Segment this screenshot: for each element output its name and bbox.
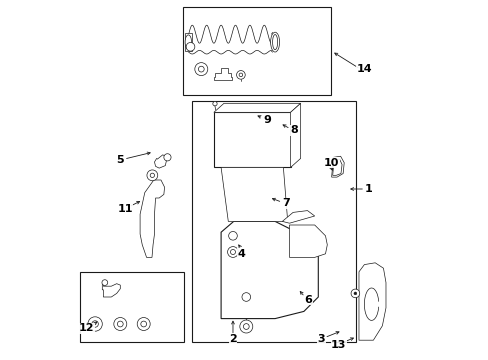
Text: 2: 2 xyxy=(229,334,236,344)
Polygon shape xyxy=(221,221,318,319)
Circle shape xyxy=(88,317,102,331)
Bar xyxy=(192,101,355,342)
Circle shape xyxy=(353,292,356,295)
Bar xyxy=(183,7,330,95)
Polygon shape xyxy=(213,68,231,80)
Circle shape xyxy=(236,71,244,79)
Polygon shape xyxy=(332,159,342,175)
Circle shape xyxy=(114,318,126,330)
Circle shape xyxy=(146,170,158,181)
Bar xyxy=(213,112,290,167)
Polygon shape xyxy=(289,225,326,257)
Text: 7: 7 xyxy=(282,198,289,208)
Polygon shape xyxy=(102,284,120,297)
Circle shape xyxy=(137,318,150,330)
Text: 1: 1 xyxy=(364,184,372,194)
Polygon shape xyxy=(282,211,314,223)
Ellipse shape xyxy=(272,35,277,50)
Polygon shape xyxy=(290,103,300,167)
Polygon shape xyxy=(331,156,344,177)
Circle shape xyxy=(227,247,238,257)
Circle shape xyxy=(230,249,235,255)
Bar xyxy=(185,33,191,51)
Circle shape xyxy=(141,321,146,327)
Text: 12: 12 xyxy=(79,323,94,333)
Text: 11: 11 xyxy=(117,204,132,214)
Polygon shape xyxy=(358,263,385,340)
Circle shape xyxy=(117,321,123,327)
Polygon shape xyxy=(140,180,164,257)
Text: 10: 10 xyxy=(323,158,339,168)
Text: 5: 5 xyxy=(116,155,124,165)
Circle shape xyxy=(212,102,217,106)
Text: 9: 9 xyxy=(263,114,270,125)
Circle shape xyxy=(228,231,237,240)
Circle shape xyxy=(163,154,171,161)
Text: 8: 8 xyxy=(290,125,298,135)
Circle shape xyxy=(239,73,242,77)
Circle shape xyxy=(92,321,98,327)
Circle shape xyxy=(150,173,154,177)
Ellipse shape xyxy=(270,32,279,52)
Circle shape xyxy=(194,63,207,76)
Polygon shape xyxy=(154,155,166,168)
Text: 13: 13 xyxy=(330,340,346,350)
Text: 6: 6 xyxy=(304,294,312,305)
Polygon shape xyxy=(221,167,287,221)
Bar xyxy=(80,272,183,342)
Circle shape xyxy=(102,280,107,285)
Circle shape xyxy=(243,324,249,329)
Circle shape xyxy=(242,293,250,301)
Polygon shape xyxy=(213,103,300,112)
Circle shape xyxy=(198,66,204,72)
Circle shape xyxy=(239,320,252,333)
Text: 4: 4 xyxy=(237,249,245,259)
Circle shape xyxy=(186,42,194,51)
Text: 3: 3 xyxy=(317,334,325,344)
Circle shape xyxy=(350,289,359,298)
Ellipse shape xyxy=(185,35,191,49)
Text: 14: 14 xyxy=(355,64,371,74)
